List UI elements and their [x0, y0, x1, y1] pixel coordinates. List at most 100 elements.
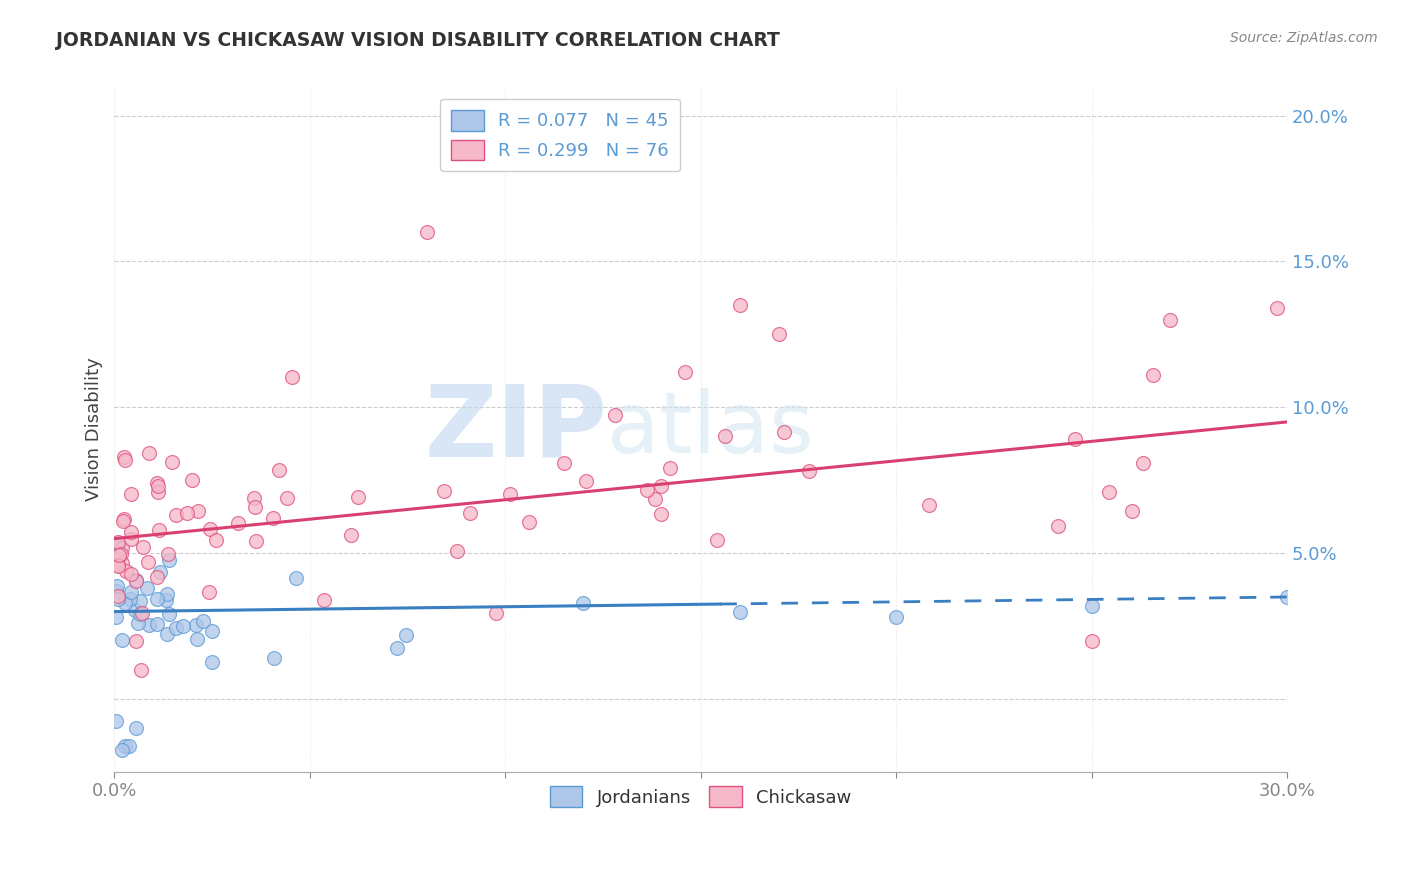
- Point: [104, 584, 127, 599]
- Point: [673, 365, 696, 379]
- Point: [201, 655, 224, 669]
- Point: [118, 739, 141, 753]
- Point: [157, 547, 180, 561]
- Point: [650, 507, 672, 521]
- Point: [1142, 368, 1164, 383]
- Point: [114, 739, 136, 754]
- Point: [120, 487, 142, 501]
- Point: [107, 559, 129, 574]
- Point: [797, 464, 820, 478]
- Point: [485, 606, 508, 620]
- Point: [114, 453, 136, 467]
- Point: [650, 479, 672, 493]
- Point: [773, 425, 796, 440]
- Point: [186, 617, 208, 632]
- Point: [1098, 484, 1121, 499]
- Point: [387, 640, 409, 655]
- Point: [114, 596, 136, 610]
- Point: [460, 506, 482, 520]
- Point: [111, 541, 134, 555]
- Text: atlas: atlas: [607, 388, 815, 471]
- Point: [201, 624, 224, 638]
- Point: [104, 610, 127, 624]
- Point: [1080, 599, 1102, 613]
- Point: [135, 581, 157, 595]
- Point: [226, 516, 249, 530]
- Point: [312, 593, 335, 607]
- Point: [112, 450, 135, 464]
- Point: [124, 603, 146, 617]
- Point: [107, 558, 129, 572]
- Point: [138, 618, 160, 632]
- Point: [156, 627, 179, 641]
- Point: [148, 523, 170, 537]
- Text: JORDANIAN VS CHICKASAW VISION DISABILITY CORRELATION CHART: JORDANIAN VS CHICKASAW VISION DISABILITY…: [56, 31, 780, 50]
- Point: [107, 591, 129, 606]
- Y-axis label: Vision Disability: Vision Disability: [86, 358, 103, 501]
- Point: [1046, 519, 1069, 533]
- Point: [281, 370, 304, 384]
- Legend: Jordanians, Chickasaw: Jordanians, Chickasaw: [543, 780, 859, 814]
- Point: [111, 743, 134, 757]
- Point: [276, 491, 298, 505]
- Point: [146, 476, 169, 491]
- Point: [191, 615, 214, 629]
- Point: [347, 490, 370, 504]
- Point: [636, 483, 658, 497]
- Point: [517, 515, 540, 529]
- Point: [172, 619, 194, 633]
- Text: ZIP: ZIP: [425, 381, 607, 478]
- Point: [187, 504, 209, 518]
- Point: [1121, 504, 1143, 518]
- Point: [120, 591, 142, 606]
- Point: [198, 522, 221, 536]
- Point: [284, 571, 307, 585]
- Point: [146, 616, 169, 631]
- Point: [120, 585, 142, 599]
- Point: [433, 483, 456, 498]
- Point: [243, 491, 266, 505]
- Point: [263, 651, 285, 665]
- Point: [112, 512, 135, 526]
- Point: [416, 225, 439, 239]
- Point: [127, 616, 149, 631]
- Point: [125, 634, 148, 648]
- Point: [110, 547, 132, 561]
- Point: [1064, 433, 1087, 447]
- Point: [197, 585, 219, 599]
- Point: [658, 461, 681, 475]
- Point: [706, 533, 728, 547]
- Point: [165, 621, 187, 635]
- Point: [644, 491, 666, 506]
- Point: [107, 579, 129, 593]
- Point: [145, 570, 167, 584]
- Point: [125, 573, 148, 587]
- Point: [107, 537, 129, 551]
- Point: [918, 498, 941, 512]
- Point: [120, 532, 142, 546]
- Point: [605, 408, 627, 422]
- Point: [120, 525, 142, 540]
- Point: [107, 590, 129, 604]
- Point: [262, 510, 284, 524]
- Point: [180, 473, 202, 487]
- Point: [572, 596, 595, 610]
- Point: [1265, 301, 1288, 315]
- Point: [176, 506, 198, 520]
- Point: [395, 628, 418, 642]
- Point: [149, 565, 172, 579]
- Point: [204, 533, 226, 547]
- Point: [159, 607, 181, 621]
- Point: [155, 593, 177, 607]
- Text: Source: ZipAtlas.com: Source: ZipAtlas.com: [1230, 31, 1378, 45]
- Point: [553, 456, 575, 470]
- Point: [111, 556, 134, 570]
- Point: [1275, 590, 1298, 604]
- Point: [340, 528, 363, 542]
- Point: [446, 544, 468, 558]
- Point: [108, 549, 131, 563]
- Point: [146, 484, 169, 499]
- Point: [107, 535, 129, 549]
- Point: [267, 462, 290, 476]
- Point: [128, 607, 150, 622]
